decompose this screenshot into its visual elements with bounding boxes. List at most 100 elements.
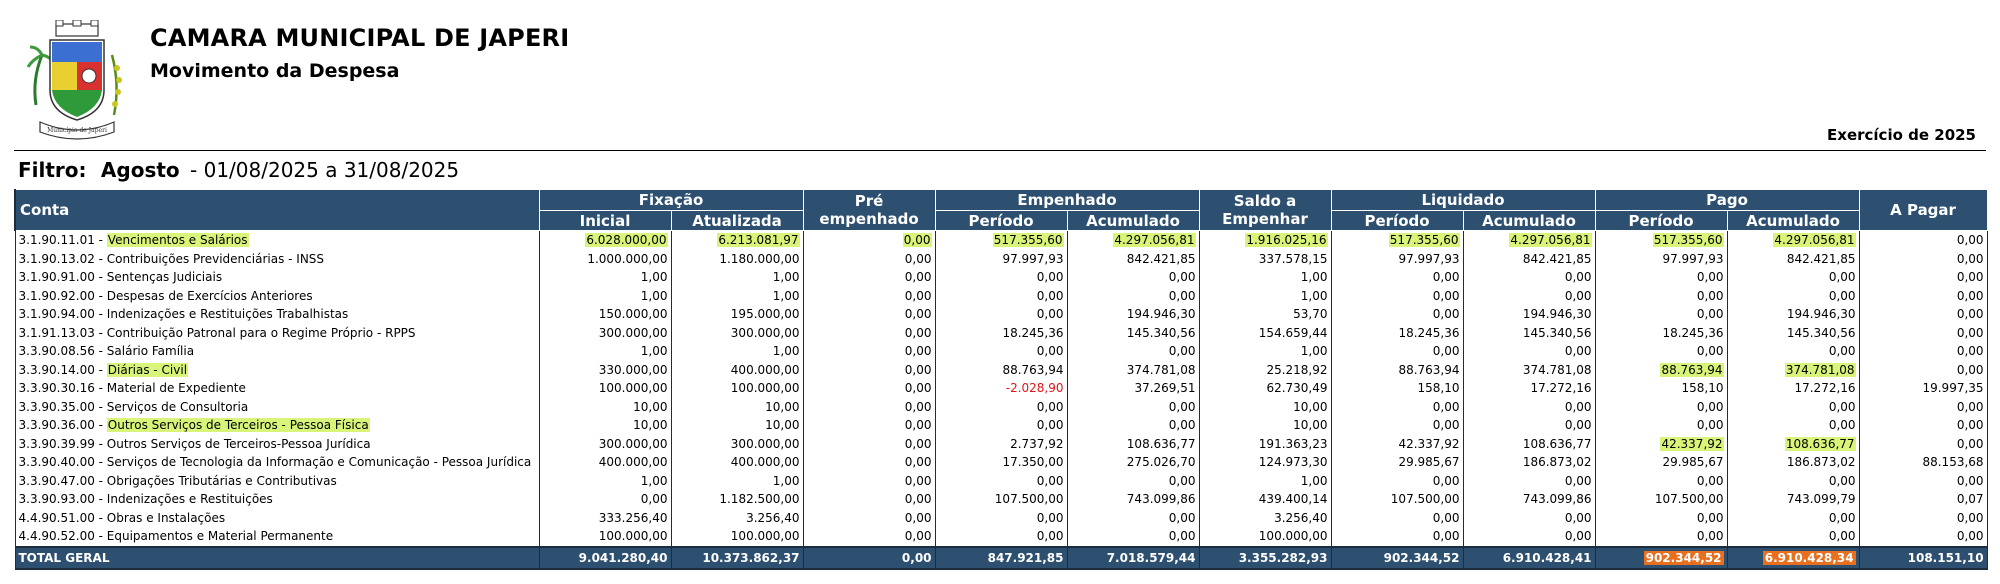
cell-inicial: 300.000,00 [538,434,672,453]
account-description: Material de Expediente [106,381,246,396]
cell-value: 97.997,93 [1662,251,1724,266]
cell-value: 3.256,40 [746,510,800,525]
cell-value: 0,00 [1696,344,1724,359]
cell-pre: 0,00 [802,323,936,342]
total-atualizada: 10.373.862,37 [670,545,804,570]
cell-value: 0,00 [1036,529,1064,544]
account-code: 3.3.90.93.00 - [18,492,107,507]
cell-value: 145.340,56 [1522,325,1592,340]
cell-value: 0,00 [1432,510,1460,525]
cell-value: 25.218,92 [1266,362,1328,377]
cell-pre: 0,00 [802,268,936,287]
cell-value: 158,10 [1681,381,1724,396]
cell-pago-per: 0,00 [1594,286,1728,305]
col-liquidado-acumulado: Acumulado [1462,210,1596,231]
cell-liq-acu: 4.297.056,81 [1462,230,1596,250]
cell-value: 100.000,00 [598,381,668,396]
cell-value: 1,00 [640,344,668,359]
cell-liq-per: 29.985,67 [1330,453,1464,472]
cell-a-pagar: 0,00 [1858,230,1988,250]
cell-liq-per: 0,00 [1330,286,1464,305]
cell-value: 842.421,85 [1522,251,1592,266]
total-a-pagar: 108.151,10 [1858,545,1988,570]
account-code: 4.4.90.51.00 - [18,510,107,525]
cell-liq-per: 517.355,60 [1330,230,1464,250]
col-a-pagar: A Pagar [1858,189,1988,231]
cell-pago-acu: 0,00 [1726,397,1860,416]
cell-a-pagar: 0,00 [1858,397,1988,416]
cell-pago-acu: 186.873,02 [1726,453,1860,472]
filter-label: Filtro: [18,158,87,182]
table-row: 3.3.90.30.16 - Material de Expediente 100… [14,379,1988,398]
table-body: 3.1.90.11.01 - Vencimentos e Salários 6.0… [14,230,1988,547]
cell-pago-acu: 842.421,85 [1726,249,1860,268]
cell-pago-acu: 4.297.056,81 [1726,230,1860,250]
cell-liq-acu: 0,00 [1462,416,1596,435]
cell-emp-per: 2.737,92 [934,434,1068,453]
cell-liq-acu: 0,00 [1462,397,1596,416]
cell-value: 400.000,00 [730,362,800,377]
cell-pago-per: 88.763,94 [1594,360,1728,379]
table-row: 3.3.90.93.00 - Indenizações e Restituiçõ… [14,490,1988,509]
col-pre-empenhado: Pré empenhado [802,189,936,231]
cell-value: 1,00 [1300,270,1328,285]
cell-emp-per: 97.997,93 [934,249,1068,268]
cell-emp-per: 0,00 [934,268,1068,287]
cell-value: 0,00 [1564,529,1592,544]
table-row: 3.1.90.13.02 - Contribuições Previdenciá… [14,249,1988,268]
cell-emp-acu: 145.340,56 [1066,323,1200,342]
account-code: 3.1.90.94.00 - [18,307,107,322]
cell-liq-acu: 743.099,86 [1462,490,1596,509]
cell-emp-per: 0,00 [934,471,1068,490]
cell-inicial: 1,00 [538,342,672,361]
cell-inicial: 10,00 [538,416,672,435]
cell-value: 0,00 [1956,233,1984,248]
cell-value: 1,00 [772,270,800,285]
cell-value: 3.256,40 [1274,510,1328,525]
cell-a-pagar: 88.153,68 [1858,453,1988,472]
cell-saldo: 154.659,44 [1198,323,1332,342]
account-description: Contribuições Previdenciárias - INSS [106,251,325,266]
cell-pago-per: 0,00 [1594,527,1728,547]
col-saldo-a-empenhar: Saldo a Empenhar [1198,189,1332,231]
cell-pre: 0,00 [802,434,936,453]
cell-a-pagar: 0,00 [1858,342,1988,361]
cell-value: 0,00 [1036,473,1064,488]
cell-value: 29.985,67 [1662,455,1724,470]
cell-pago-acu: 0,00 [1726,342,1860,361]
cell-value: 0,00 [1696,418,1724,433]
cell-liq-per: 88.763,94 [1330,360,1464,379]
cell-a-pagar: 0,07 [1858,490,1988,509]
cell-pago-per: 97.997,93 [1594,249,1728,268]
cell-value: 1.182.500,00 [719,492,800,507]
table-row: 4.4.90.51.00 - Obras e Instalações 333.25… [14,508,1988,527]
cell-inicial: 400.000,00 [538,453,672,472]
cell-saldo: 1,00 [1198,471,1332,490]
cell-value: 0,00 [1956,362,1984,377]
cell-a-pagar: 0,00 [1858,249,1988,268]
cell-value: 0,00 [1828,473,1856,488]
cell-value: 97.997,93 [1398,251,1460,266]
total-inicial: 9.041.280,40 [538,545,672,570]
table-row: 3.3.90.40.00 - Serviços de Tecnologia da… [14,453,1988,472]
cell-value: 88.763,94 [1660,362,1724,377]
cell-value: 1,00 [772,344,800,359]
cell-value: 18.245,36 [1002,325,1064,340]
cell-inicial: 150.000,00 [538,305,672,324]
cell-value: 0,00 [1696,510,1724,525]
account-description: Diárias - Civil [106,362,189,377]
cell-saldo: 53,70 [1198,305,1332,324]
cell-value: 1,00 [1300,288,1328,303]
cell-value: 0,00 [1564,473,1592,488]
cell-emp-acu: 4.297.056,81 [1066,230,1200,250]
cell-value: 0,07 [1956,492,1984,507]
cell-value: 400.000,00 [598,455,668,470]
cell-value: 107.500,00 [994,492,1064,507]
cell-value: 18.245,36 [1662,325,1724,340]
cell-atualizada: 1,00 [670,342,804,361]
fiscal-year: Exercício de 2025 [1827,126,1976,144]
table-row: 3.1.90.11.01 - Vencimentos e Salários 6.0… [14,230,1988,250]
account-code: 3.1.90.13.02 - [18,251,107,266]
cell-value: 1,00 [640,270,668,285]
cell-inicial: 1,00 [538,471,672,490]
